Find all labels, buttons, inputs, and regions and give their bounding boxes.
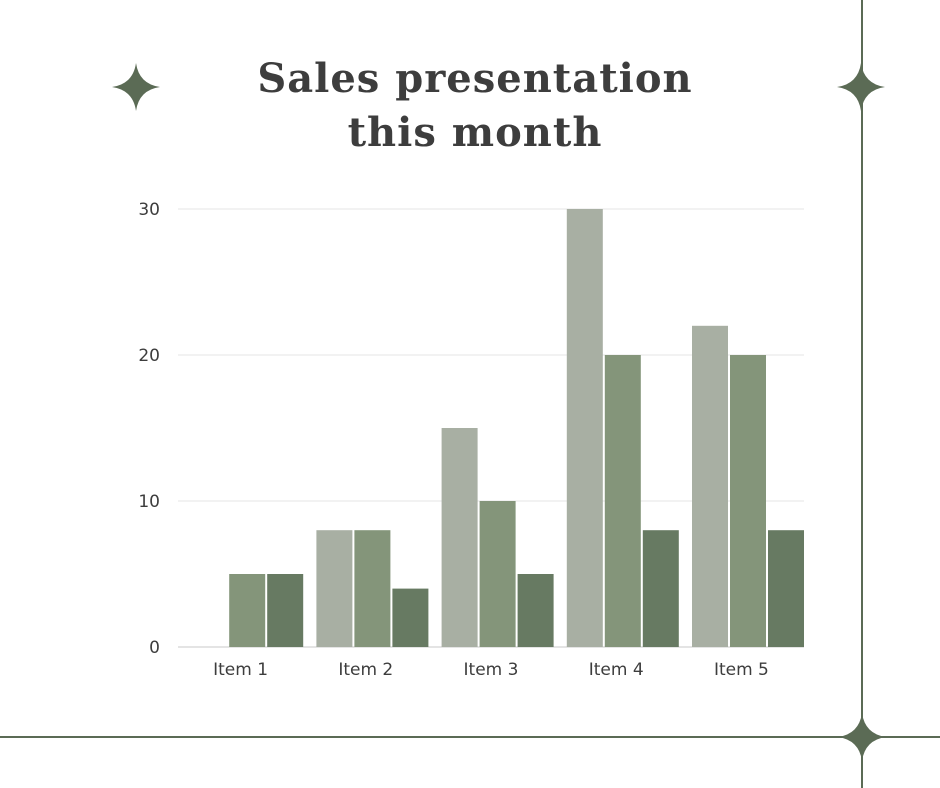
bar <box>604 355 641 647</box>
x-tick-label: Item 5 <box>714 660 769 680</box>
y-tick-label: 30 <box>138 200 160 220</box>
y-tick-label: 0 <box>149 638 160 658</box>
bar <box>267 574 304 647</box>
x-tick-label: Item 3 <box>464 660 519 680</box>
bar <box>642 530 679 647</box>
bar <box>229 574 266 647</box>
bar <box>354 530 391 647</box>
y-tick-label: 10 <box>138 492 160 512</box>
chart-title-line1: Sales presentation <box>257 55 693 102</box>
frame-vertical-line <box>861 0 863 788</box>
chart-title: Sales presentation this month <box>0 52 940 160</box>
chart-title-line2: this month <box>347 109 603 156</box>
bar <box>517 574 554 647</box>
sparkle-star-icon <box>837 63 885 111</box>
x-tick-label: Item 1 <box>213 660 268 680</box>
bar <box>441 428 478 647</box>
bar <box>768 530 804 647</box>
sparkle-star-icon <box>838 713 886 761</box>
bar <box>479 501 516 647</box>
y-tick-label: 20 <box>138 346 160 366</box>
bar <box>316 530 353 647</box>
x-tick-label: Item 4 <box>589 660 644 680</box>
bar <box>566 209 603 647</box>
frame-horizontal-line <box>0 736 940 738</box>
bar <box>692 325 728 647</box>
bar <box>392 588 429 647</box>
bar <box>730 355 766 647</box>
x-tick-label: Item 2 <box>338 660 393 680</box>
sparkle-star-icon <box>112 63 160 111</box>
